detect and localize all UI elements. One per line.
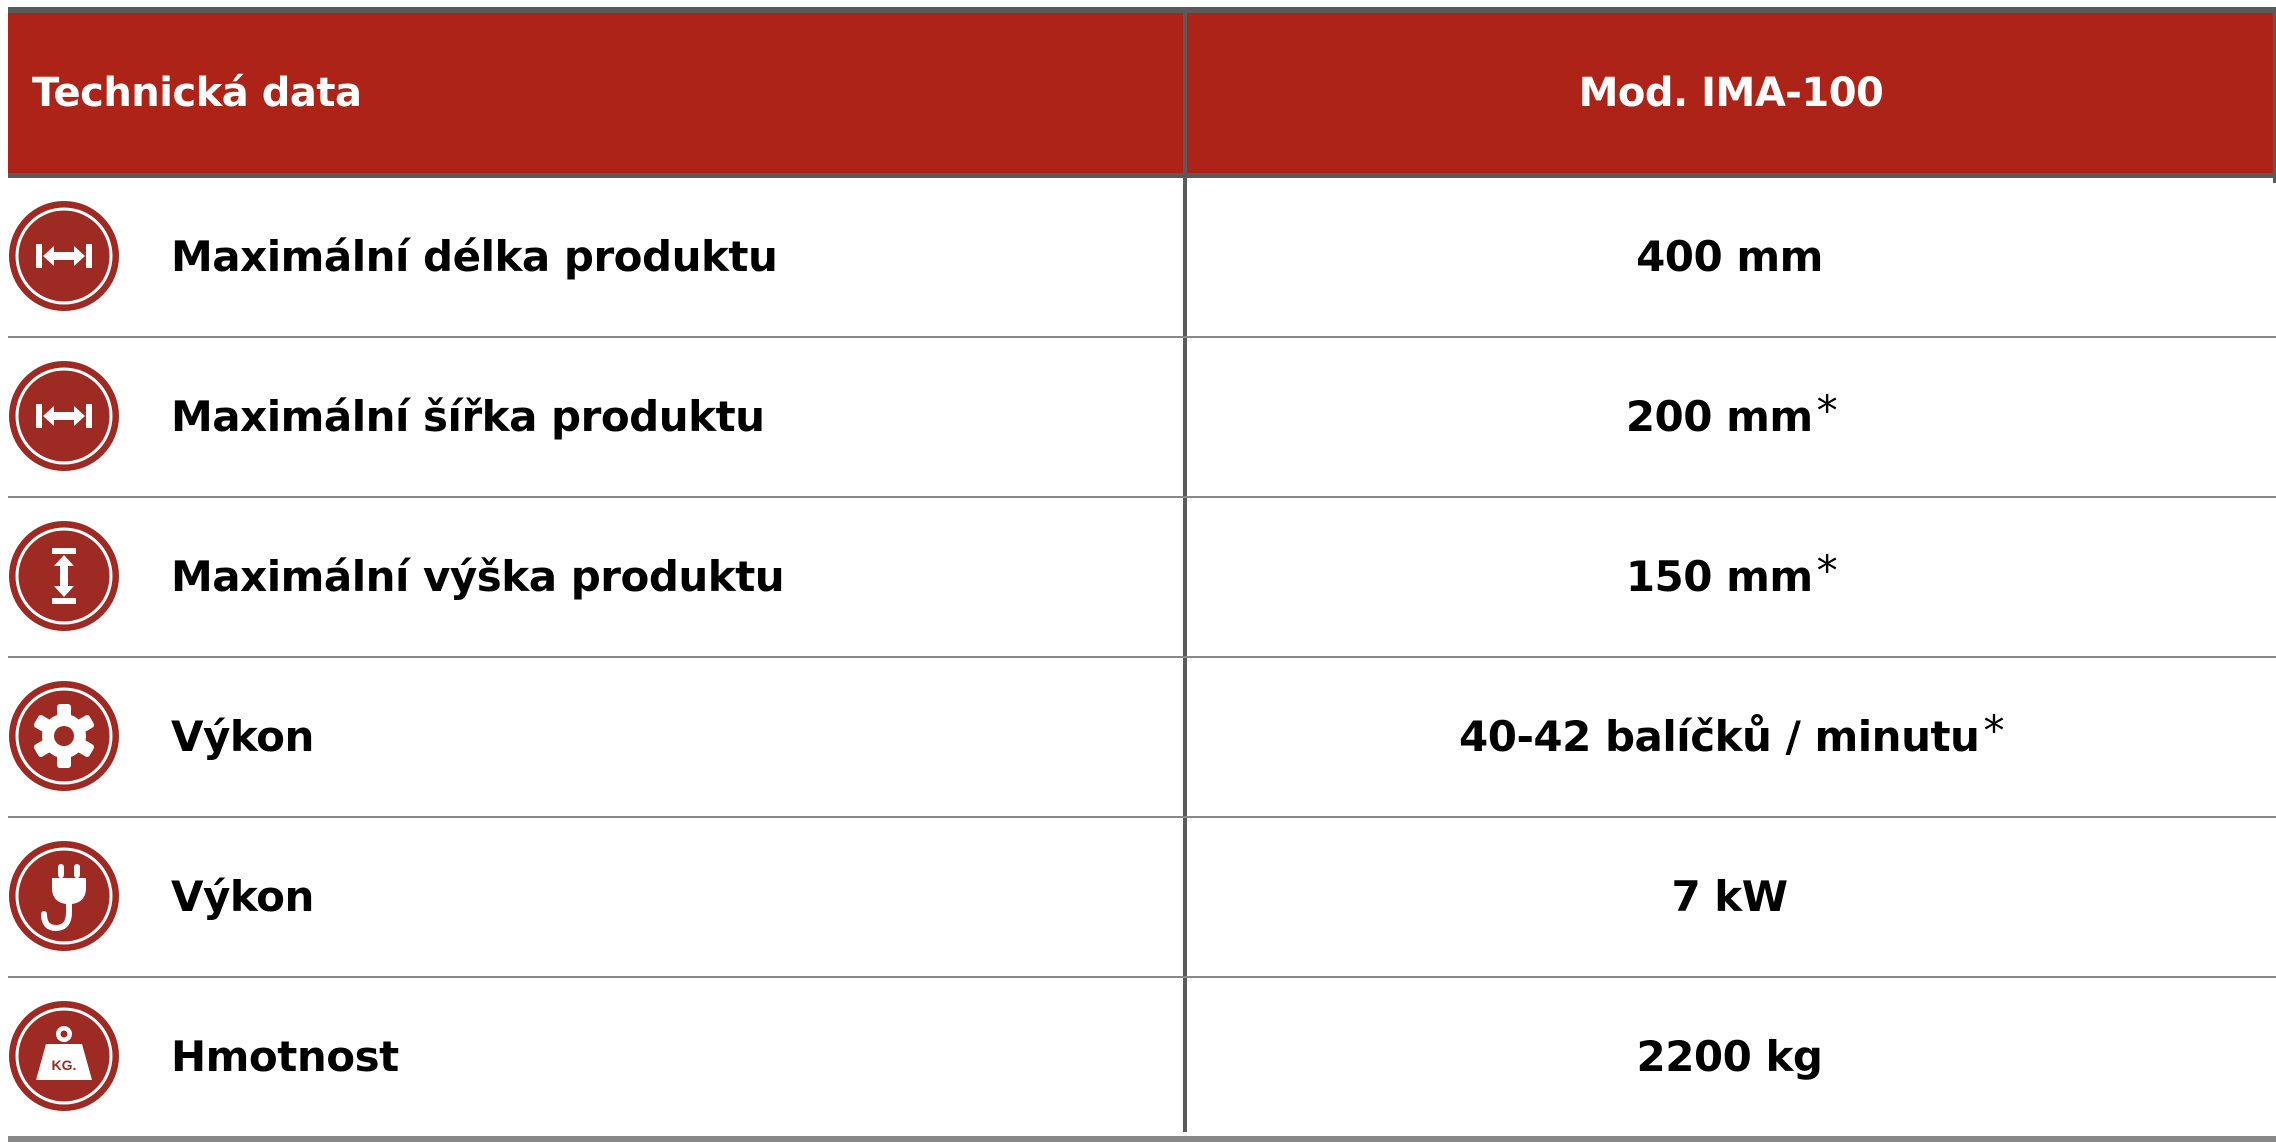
asterisk: * <box>1817 386 1838 435</box>
horizontal-arrows-icon <box>8 360 120 472</box>
gear-icon <box>8 680 120 792</box>
value-text: 40-42 balíčků / minutu <box>1459 712 1979 761</box>
row-value: 400 mm <box>1187 178 2276 336</box>
value-text: 7 kW <box>1671 872 1787 921</box>
horizontal-arrows-icon <box>8 200 120 312</box>
row-label: Maximální délka produktu <box>171 178 777 336</box>
row-value: 40-42 balíčků / minutu* <box>1187 658 2276 816</box>
table-row: Maximální šířka produktu 200 mm* <box>8 338 2276 498</box>
table-row: Výkon 40-42 balíčků / minutu* <box>8 658 2276 818</box>
row-value: 7 kW <box>1187 818 2276 976</box>
asterisk: * <box>1817 546 1838 595</box>
row-label: Výkon <box>171 658 314 816</box>
vertical-arrows-icon <box>8 520 120 632</box>
value-text: 200 mm <box>1626 392 1813 441</box>
asterisk: * <box>1983 706 2004 755</box>
svg-text:KG.: KG. <box>52 1057 77 1073</box>
technical-data-table: Technická data Mod. IMA-100 Maximální dé… <box>8 7 2276 1142</box>
value-text: 2200 kg <box>1636 1032 1822 1081</box>
table-row: Maximální délka produktu 400 mm <box>8 178 2276 338</box>
row-value: 200 mm* <box>1187 338 2276 496</box>
table-row: Maximální výška produktu 150 mm* <box>8 498 2276 658</box>
header-label: Technická data <box>32 13 361 173</box>
table-header: Technická data Mod. IMA-100 <box>8 7 2276 178</box>
table-row: Výkon 7 kW <box>8 818 2276 978</box>
row-label: Maximální výška produktu <box>171 498 784 656</box>
row-value: 2200 kg <box>1187 978 2276 1136</box>
weight-icon: KG. <box>8 1000 120 1112</box>
row-label: Maximální šířka produktu <box>171 338 765 496</box>
row-label: Hmotnost <box>171 978 399 1136</box>
value-text: 150 mm <box>1626 552 1813 601</box>
table-row: KG. Hmotnost 2200 kg <box>8 978 2276 1142</box>
row-value: 150 mm* <box>1187 498 2276 656</box>
plug-icon <box>8 840 120 952</box>
value-text: 400 mm <box>1636 232 1823 281</box>
header-model: Mod. IMA-100 <box>1186 13 2276 173</box>
row-label: Výkon <box>171 818 314 976</box>
